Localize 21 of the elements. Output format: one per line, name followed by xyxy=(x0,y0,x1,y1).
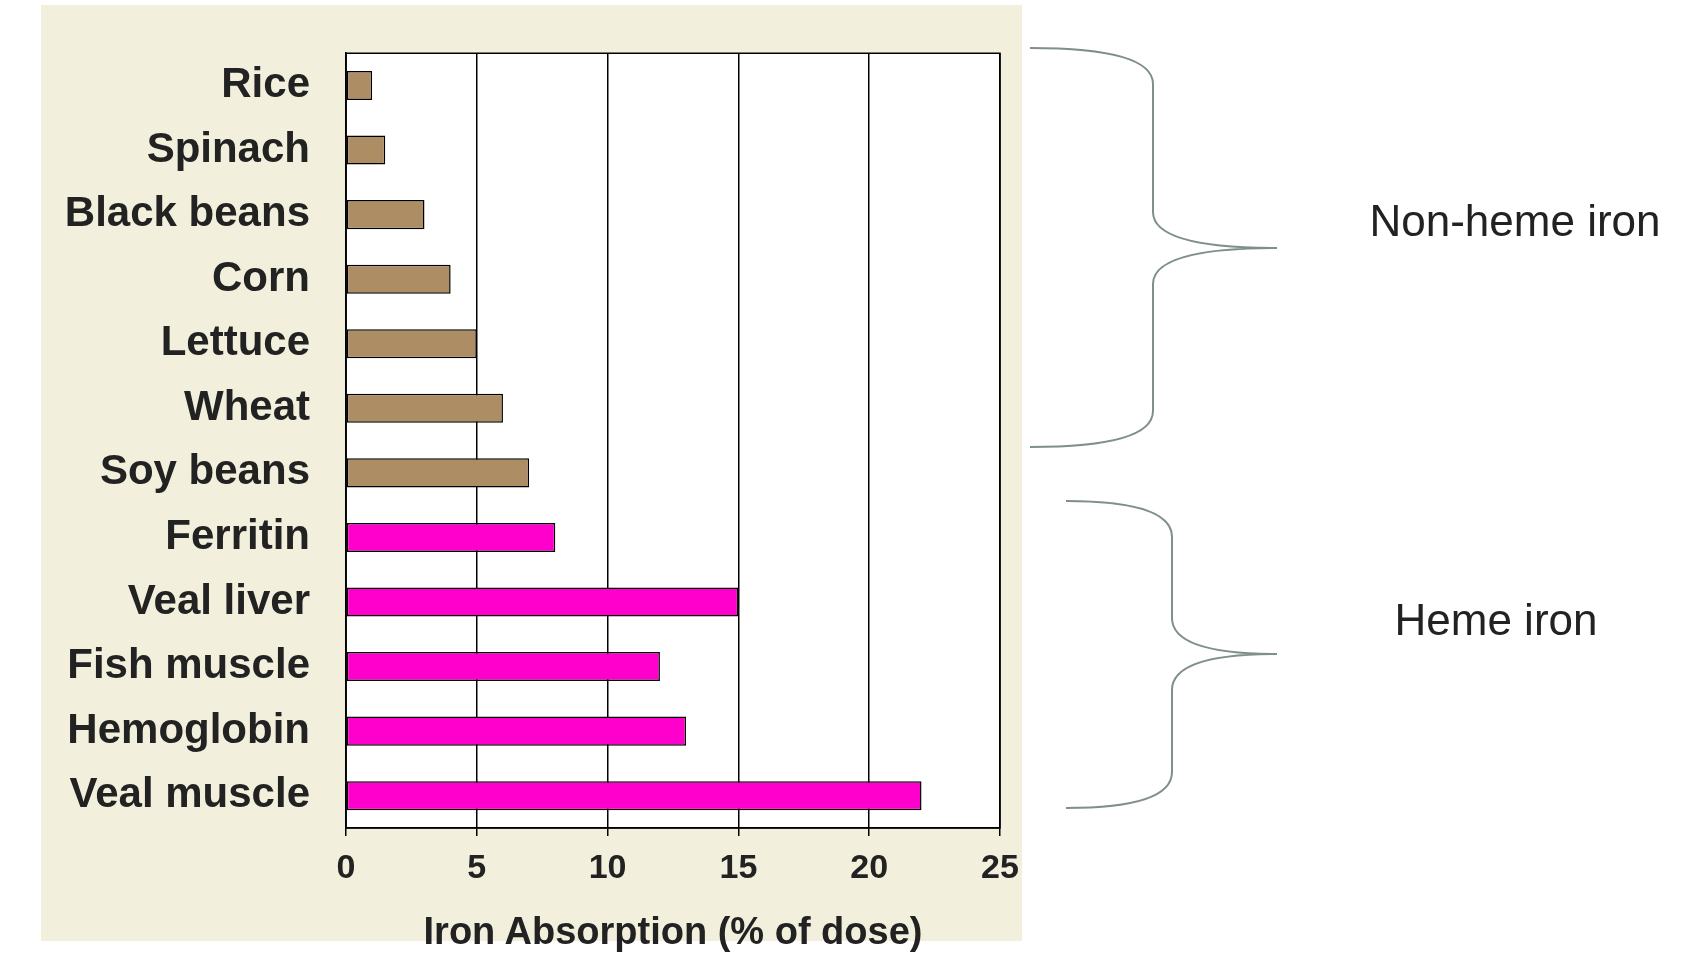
y-tick-label: Spinach xyxy=(146,123,310,171)
y-tick-label: Black beans xyxy=(64,188,310,236)
y-tick-label: Wheat xyxy=(184,381,311,429)
y-tick-label: Corn xyxy=(212,252,310,300)
y-tick-label: Hemoglobin xyxy=(67,704,310,752)
x-tick-label: 15 xyxy=(719,846,758,885)
y-tick-label: Lettuce xyxy=(160,317,310,365)
x-tick-label: 10 xyxy=(588,846,627,885)
x-tick-label: 5 xyxy=(467,846,487,885)
y-tick-label: Veal liver xyxy=(127,575,310,623)
x-tick-label: 20 xyxy=(850,846,889,885)
x-tick-label: 25 xyxy=(981,846,1019,885)
x-axis-title: Iron Absorption (% of dose) xyxy=(423,909,923,952)
text: Heme iron xyxy=(1394,595,1598,645)
y-tick-label: Rice xyxy=(221,59,310,107)
y-tick-label: Soy beans xyxy=(99,446,310,494)
text: Non-heme iron xyxy=(1369,196,1661,246)
y-tick-label: Veal muscle xyxy=(69,769,310,817)
y-tick-label: Ferritin xyxy=(165,511,310,559)
y-tick-label: Fish muscle xyxy=(67,640,310,688)
x-tick-label: 0 xyxy=(336,846,356,885)
